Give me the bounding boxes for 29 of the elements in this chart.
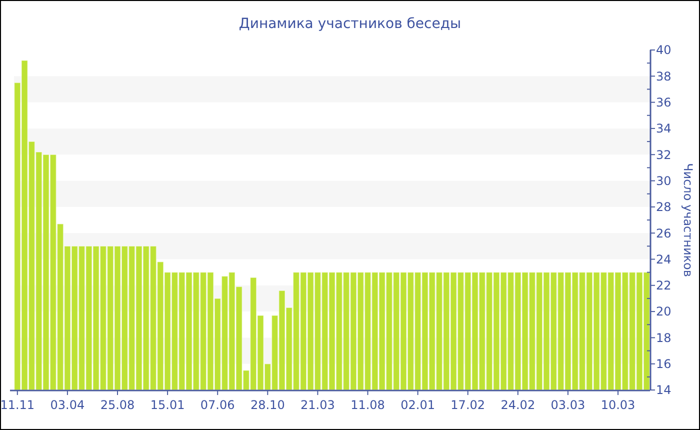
x-tick-label: 07.06 [200, 398, 235, 412]
y-tick-label: 36 [656, 96, 672, 110]
y-tick-label: 28 [656, 200, 672, 214]
x-tick-label: 17.02 [450, 398, 486, 412]
x-tick-label: 25.08 [100, 398, 135, 412]
y-tick-label: 40 [656, 43, 672, 58]
y-tick-label: 38 [656, 69, 672, 84]
y-tick-label: 26 [656, 226, 672, 240]
y-tick-label: 20 [656, 304, 672, 319]
y-tick-label: 34 [656, 122, 672, 136]
x-tick-label: 10.03 [600, 398, 636, 412]
x-tick-label: 21.03 [300, 398, 335, 412]
x-tick-label: 11.11 [0, 398, 35, 412]
y-tick-label: 32 [656, 148, 672, 162]
x-tick-label: 24.02 [500, 398, 536, 412]
y-tick-label: 24 [656, 252, 672, 266]
chart-title: Динамика участников беседы [238, 16, 462, 32]
y-tick-label: 16 [656, 357, 672, 372]
y-tick-label: 30 [656, 174, 672, 188]
x-tick-label: 03.03 [550, 398, 586, 412]
x-tick-label: 28.10 [250, 398, 285, 412]
x-tick-label: 11.08 [350, 398, 385, 412]
y-tick-label: 18 [656, 330, 672, 345]
y-tick-label: 22 [656, 278, 672, 293]
y-tick-label: 14 [656, 383, 672, 398]
x-tick-label: 15.01 [150, 398, 185, 412]
y-axis-title: Число участников [681, 163, 695, 277]
x-tick-label: 03.04 [50, 398, 85, 412]
x-tick-label: 02.01 [400, 398, 435, 412]
